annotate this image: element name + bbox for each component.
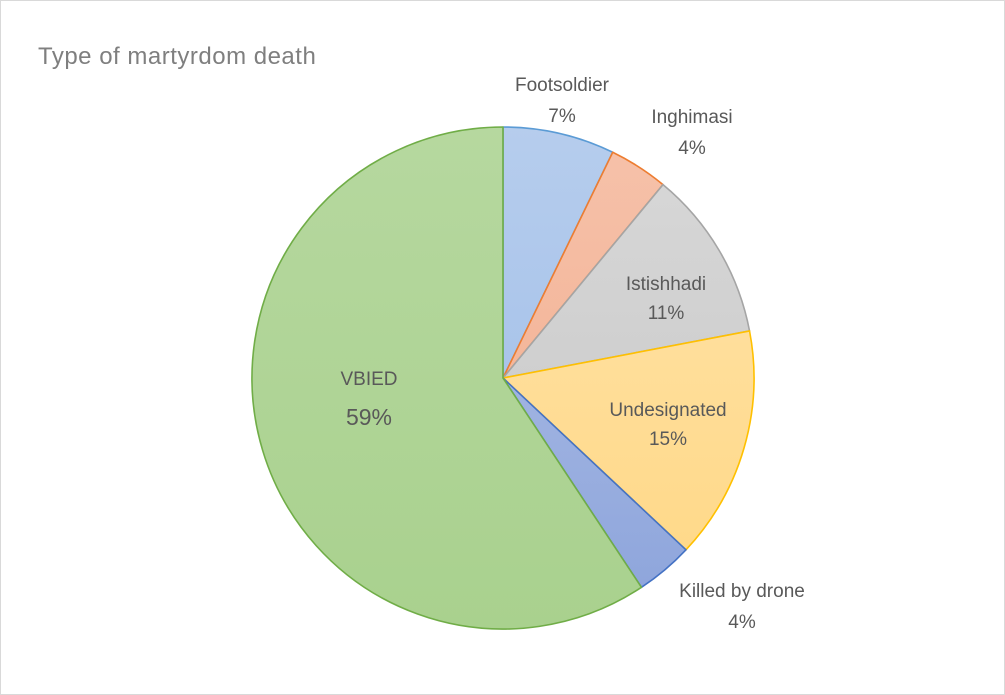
pie-slice-vbied [251, 126, 643, 630]
slice-label-killed-by-drone: Killed by drone [679, 581, 805, 602]
slice-label-inghimasi: Inghimasi [651, 107, 732, 128]
pie-slice-istishhadi [502, 183, 751, 379]
slice-percent-inghimasi: 4% [678, 138, 706, 159]
slice-label-footsoldier: Footsoldier [515, 75, 610, 96]
slice-percent-vbied: 59% [346, 404, 392, 430]
slice-percent-footsoldier: 7% [548, 106, 576, 127]
slice-percent-istishhadi: 11% [648, 303, 685, 324]
slice-label-istishhadi: Istishhadi [626, 274, 706, 295]
slice-percent-killed-by-drone: 4% [728, 612, 756, 633]
slice-percent-undesignated: 15% [649, 429, 687, 450]
slice-label-vbied: VBIED [340, 369, 397, 390]
pie-slice-undesignated [502, 330, 755, 551]
pie-slice-footsoldier [502, 126, 614, 379]
slice-label-undesignated: Undesignated [609, 400, 726, 421]
chart-title: Type of martyrdom death [38, 43, 317, 70]
